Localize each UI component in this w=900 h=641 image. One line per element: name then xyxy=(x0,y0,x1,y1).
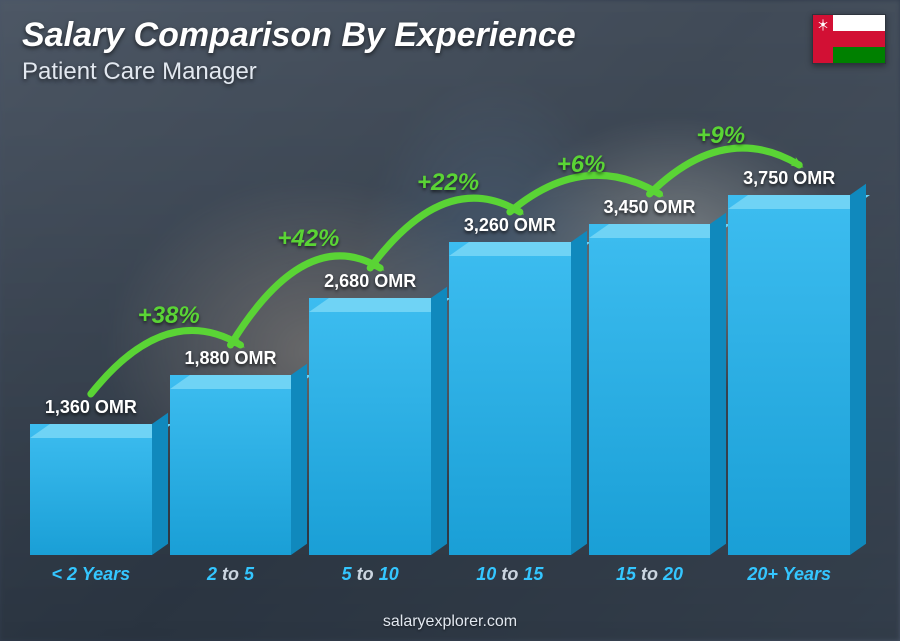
bar-side-face xyxy=(571,231,587,555)
x-axis-label: 15 to 20 xyxy=(589,564,711,585)
bar-front-face xyxy=(30,424,152,555)
bar-slot: 1,880 OMR xyxy=(170,348,292,555)
bar xyxy=(30,424,152,555)
x-axis-label: 20+ Years xyxy=(728,564,850,585)
bar xyxy=(309,298,431,555)
footer-attribution: salaryexplorer.com xyxy=(0,613,900,631)
bar-value-label: 1,360 OMR xyxy=(45,397,137,418)
bar-top-face xyxy=(30,424,172,438)
bar-front-face xyxy=(309,298,431,555)
bar-side-face xyxy=(710,213,726,555)
bar xyxy=(449,242,571,555)
bar-top-face xyxy=(728,195,870,209)
bar-value-label: 3,260 OMR xyxy=(464,215,556,236)
x-axis-label: 2 to 5 xyxy=(170,564,292,585)
bar-slot: 3,450 OMR xyxy=(589,197,711,555)
x-axis-label: 10 to 15 xyxy=(449,564,571,585)
bar-side-face xyxy=(431,287,447,555)
chart-subtitle: Patient Care Manager xyxy=(22,58,257,86)
chart-title: Salary Comparison By Experience xyxy=(22,16,576,55)
bar-front-face xyxy=(170,375,292,555)
x-axis-label: < 2 Years xyxy=(30,564,152,585)
bar-value-label: 1,880 OMR xyxy=(184,348,276,369)
bar-side-face xyxy=(291,364,307,555)
bar xyxy=(728,195,850,555)
bar-slot: 3,260 OMR xyxy=(449,215,571,555)
flag-stripe-mid xyxy=(833,31,885,47)
bar-value-label: 3,450 OMR xyxy=(604,197,696,218)
flag-stripe-bot xyxy=(833,47,885,63)
bar-value-label: 2,680 OMR xyxy=(324,271,416,292)
bar-front-face xyxy=(589,224,711,555)
chart-stage: Salary Comparison By Experience Patient … xyxy=(0,0,900,641)
bar-side-face xyxy=(850,184,866,555)
bar-slot: 3,750 OMR xyxy=(728,168,850,555)
bar-value-label: 3,750 OMR xyxy=(743,168,835,189)
flag-stripe-top xyxy=(833,15,885,31)
x-axis: < 2 Years 2 to 5 5 to 10 10 to 15 15 to 20 20… xyxy=(20,564,860,585)
bar-chart: 1,360 OMR 1,880 OMR 2,680 OMR 3,260 OMR 3,45… xyxy=(20,105,860,585)
bar-top-face xyxy=(449,242,591,256)
x-axis-label: 5 to 10 xyxy=(309,564,431,585)
bar-side-face xyxy=(152,413,168,555)
flag-emblem-icon xyxy=(816,18,830,32)
bar xyxy=(589,224,711,555)
bar-front-face xyxy=(728,195,850,555)
country-flag-oman xyxy=(812,14,886,64)
bar-top-face xyxy=(309,298,451,312)
bar-front-face xyxy=(449,242,571,555)
bar-slot: 1,360 OMR xyxy=(30,397,152,555)
bars-container: 1,360 OMR 1,880 OMR 2,680 OMR 3,260 OMR 3,45… xyxy=(20,105,860,555)
bar xyxy=(170,375,292,555)
bar-slot: 2,680 OMR xyxy=(309,271,431,555)
